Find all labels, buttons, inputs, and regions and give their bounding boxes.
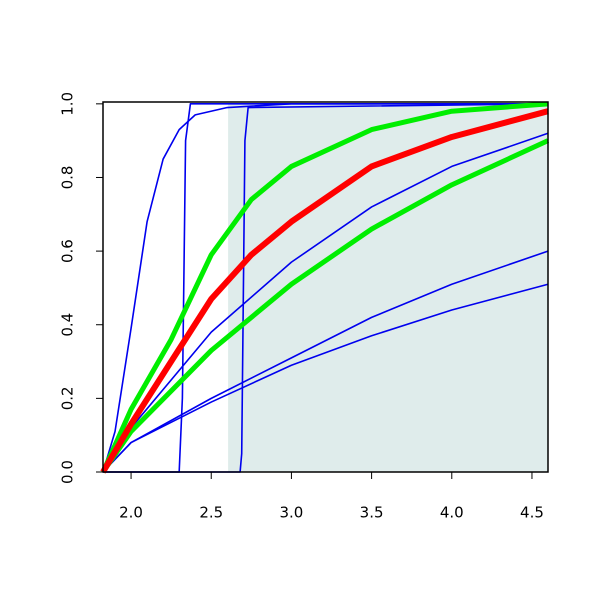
line — [100, 138, 550, 474]
y-tick-label: 0.2 — [59, 386, 77, 410]
plot-frame — [102, 101, 549, 473]
y-tick-label: 0.0 — [59, 460, 77, 484]
x-tick-label: 4.0 — [440, 504, 464, 522]
line — [102, 103, 548, 473]
y-tick-label: 0.4 — [59, 313, 77, 337]
line — [102, 283, 549, 473]
x-tick-label: 2.0 — [119, 504, 143, 522]
y-tick-label: 0.8 — [59, 166, 77, 190]
x-tick-label: 4.5 — [520, 504, 544, 522]
line — [100, 101, 549, 474]
line — [100, 108, 549, 474]
x-tick-label: 3.0 — [279, 504, 303, 522]
y-tick-label: 0.6 — [59, 239, 77, 263]
x-tick-label: 2.5 — [199, 504, 223, 522]
y-tick-label: 1.0 — [59, 92, 77, 116]
x-tick-label: 3.5 — [360, 504, 384, 522]
